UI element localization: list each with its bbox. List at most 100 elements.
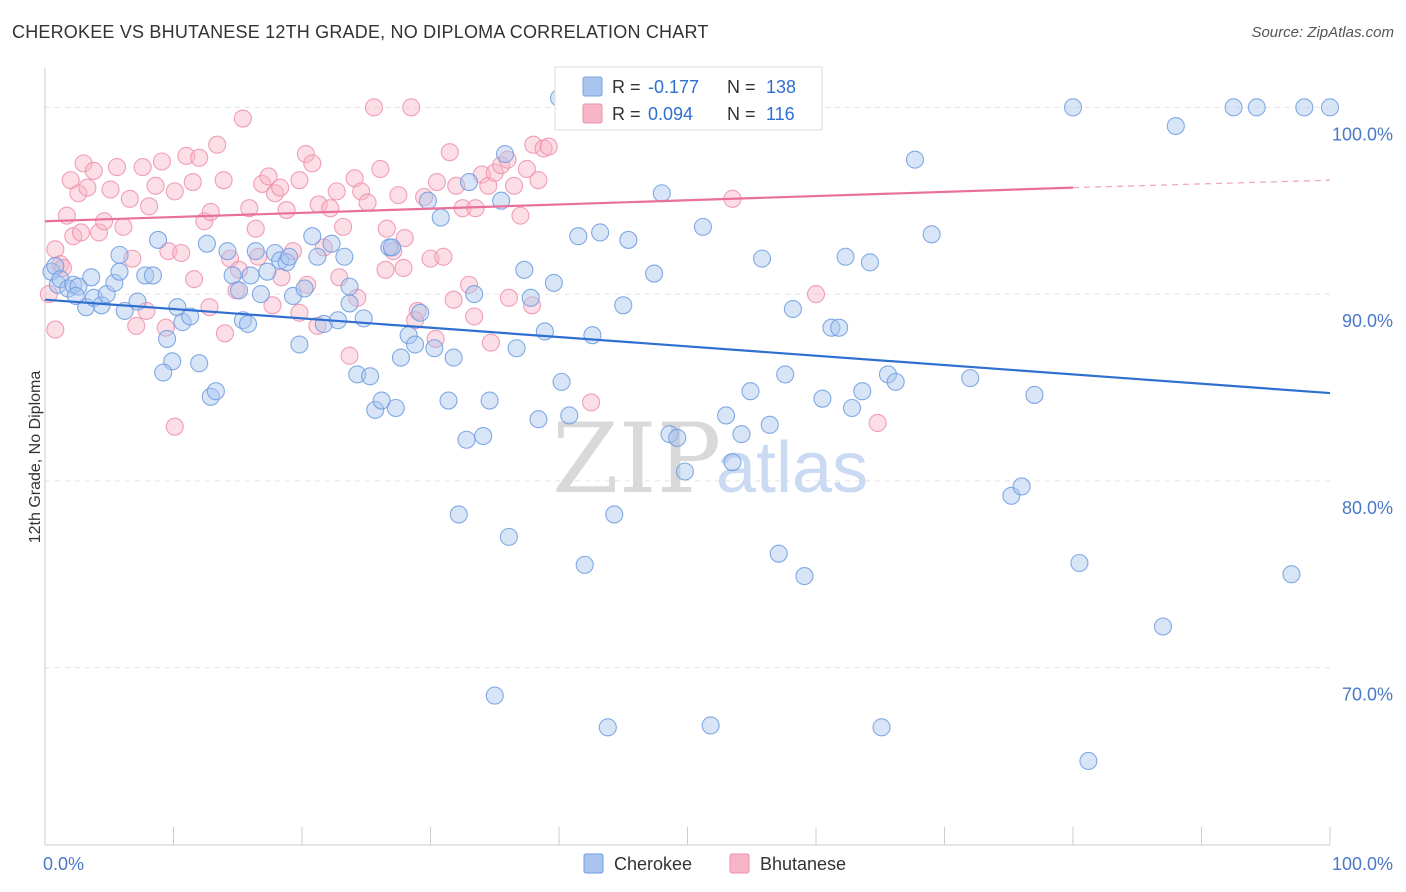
point-cherokee-109 — [813, 389, 832, 408]
point-bhutanese-68 — [459, 275, 479, 294]
point-cherokee-85 — [605, 505, 624, 524]
point-cherokee-104 — [760, 415, 779, 434]
point-bhutanese-29 — [214, 171, 233, 190]
point-bhutanese-85 — [806, 285, 826, 304]
point-cherokee-15 — [136, 266, 155, 285]
point-bhutanese-47 — [327, 182, 346, 201]
point-bhutanese-53 — [364, 98, 384, 117]
point-cherokee-74 — [521, 288, 540, 307]
y-tick-labels: 100.0% 90.0% 80.0% 70.0% — [1332, 124, 1393, 704]
point-cherokee-70 — [492, 191, 511, 210]
point-cherokee-114 — [853, 382, 872, 401]
point-cherokee-119 — [905, 150, 924, 169]
point-cherokee-72 — [507, 339, 526, 358]
point-bhutanese-100 — [263, 296, 282, 315]
point-bhutanese-94 — [165, 417, 184, 436]
point-cherokee-63 — [444, 348, 463, 367]
point-bhutanese-19 — [152, 152, 171, 171]
legend-top-swatch-1 — [582, 103, 603, 124]
point-cherokee-22 — [181, 307, 200, 326]
point-cherokee-116 — [872, 718, 891, 737]
point-cherokee-124 — [1025, 385, 1044, 404]
point-cherokee-93 — [668, 428, 687, 447]
trend-lines — [44, 179, 1331, 395]
point-bhutanese-72 — [485, 163, 504, 182]
point-cherokee-80 — [569, 227, 588, 246]
legend-top-r-label-1: R = — [612, 104, 641, 124]
point-bhutanese-57 — [389, 186, 408, 205]
point-cherokee-50 — [361, 367, 380, 386]
point-bhutanese-71 — [479, 176, 498, 195]
point-bhutanese-35 — [253, 174, 272, 193]
point-bhutanese-32 — [233, 109, 252, 128]
point-cherokee-61 — [431, 208, 450, 227]
legend-bottom-label-0: Cherokee — [614, 854, 692, 874]
point-bhutanese-21 — [165, 182, 184, 201]
point-bhutanese-90 — [71, 223, 91, 242]
point-bhutanese-89 — [61, 171, 80, 190]
point-cherokee-140 — [340, 294, 359, 313]
point-bhutanese-58 — [395, 229, 414, 248]
point-cherokee-42 — [308, 247, 327, 266]
point-cherokee-82 — [583, 326, 602, 345]
point-cherokee-125 — [1063, 98, 1083, 117]
point-cherokee-110 — [822, 318, 841, 337]
point-cherokee-81 — [575, 555, 594, 574]
legend-bottom-label-1: Bhutanese — [760, 854, 846, 874]
point-cherokee-51 — [366, 400, 385, 419]
point-cherokee-133 — [1295, 98, 1314, 117]
point-bhutanese-113 — [481, 333, 500, 352]
point-cherokee-68 — [480, 391, 499, 410]
point-bhutanese-49 — [340, 346, 359, 365]
point-cherokee-127 — [1079, 751, 1098, 771]
trend-line-extension-bhutanese — [1072, 179, 1331, 189]
point-bhutanese-110 — [426, 329, 445, 348]
point-cherokee-65 — [457, 430, 476, 449]
point-cherokee-97 — [701, 716, 720, 735]
point-bhutanese-107 — [376, 260, 395, 279]
y-tick-label-3: 70.0% — [1342, 685, 1393, 705]
watermark-zip: ZIP — [552, 403, 721, 515]
legend-top-n-label-1: N = — [727, 104, 756, 124]
legend-bottom: Cherokee Bhutanese — [583, 853, 846, 874]
point-bhutanese-88 — [53, 258, 73, 278]
point-bhutanese-112 — [465, 307, 484, 326]
point-bhutanese-41 — [290, 171, 309, 190]
legend-top-swatch-0 — [582, 76, 603, 97]
point-cherokee-129 — [1166, 116, 1185, 136]
point-bhutanese-86 — [868, 413, 887, 433]
point-bhutanese-36 — [259, 167, 278, 186]
point-bhutanese-82 — [582, 393, 601, 412]
point-cherokee-40 — [295, 279, 314, 298]
point-cherokee-136 — [495, 144, 515, 164]
point-bhutanese-77 — [517, 159, 536, 179]
point-cherokee-32 — [246, 242, 265, 261]
point-bhutanese-17 — [140, 197, 159, 216]
point-cherokee-31 — [238, 314, 258, 334]
x-tick-label-min: 0.0% — [43, 854, 84, 874]
point-bhutanese-50 — [345, 169, 364, 188]
chart-title: CHEROKEE VS BHUTANESE 12TH GRADE, NO DIP… — [12, 22, 709, 42]
legend-bottom-swatch-0 — [583, 853, 604, 874]
point-cherokee-12 — [110, 262, 129, 281]
point-cherokee-103 — [752, 249, 772, 268]
point-cherokee-84 — [598, 718, 617, 737]
point-cherokee-117 — [878, 365, 898, 384]
legend-top-r-label-0: R = — [612, 77, 641, 97]
point-cherokee-141 — [280, 247, 299, 266]
point-bhutanese-11 — [101, 180, 120, 199]
point-cherokee-112 — [836, 247, 855, 266]
point-bhutanese-59 — [402, 98, 421, 117]
point-bhutanese-64 — [434, 247, 453, 266]
grid-lines — [45, 106, 1330, 669]
point-bhutanese-105 — [330, 268, 349, 287]
point-bhutanese-42 — [296, 144, 315, 164]
point-cherokee-16 — [143, 266, 162, 285]
legend-bottom-swatch-1 — [729, 853, 750, 874]
point-cherokee-135 — [459, 172, 479, 192]
point-bhutanese-55 — [377, 219, 396, 238]
point-cherokee-64 — [449, 505, 468, 524]
point-bhutanese-16 — [133, 158, 152, 177]
point-cherokee-134 — [1320, 98, 1340, 117]
point-bhutanese-46 — [321, 199, 340, 218]
